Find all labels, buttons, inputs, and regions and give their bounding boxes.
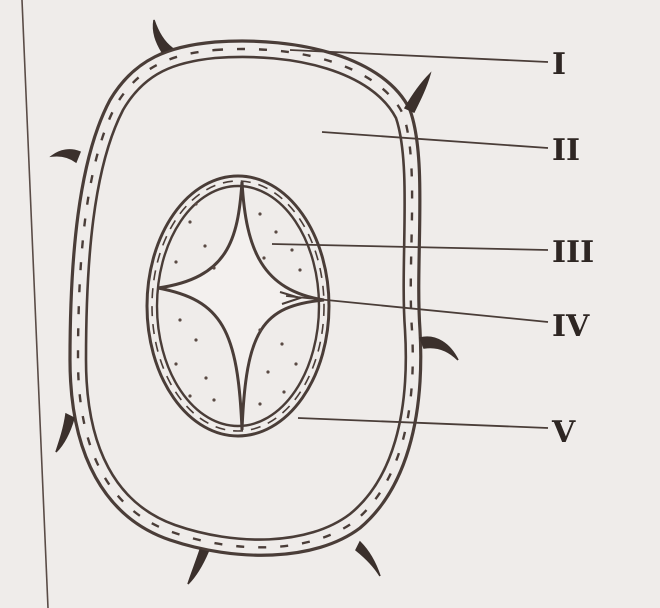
stipple-dot [274, 230, 278, 234]
stipple-dot [188, 394, 192, 398]
leader-line-II [321, 131, 549, 149]
stipple-dot [174, 260, 178, 264]
stipple-dot [290, 248, 294, 252]
stipple-dot [258, 212, 262, 216]
epidermis-inner-boundary [84, 55, 408, 541]
page-margin-line [21, 0, 49, 608]
stipple-dot [194, 202, 198, 206]
stipple-dot [203, 244, 207, 248]
xylem-star [157, 181, 325, 431]
leader-lines [271, 49, 549, 429]
endodermis-inner [155, 184, 321, 428]
stipple-dot [188, 220, 192, 224]
label-V: V [551, 415, 576, 450]
endodermis-outer [145, 174, 331, 438]
leader-line-III [271, 243, 549, 251]
stipple-dot [178, 318, 182, 322]
stipple-dot [174, 362, 178, 366]
epidermis-layer [68, 39, 423, 557]
label-III: III [552, 235, 594, 270]
leader-line-I [289, 49, 549, 63]
arrow-head [279, 291, 304, 305]
stipple-dot [212, 398, 216, 402]
pericycle-ring [151, 180, 325, 432]
label-IV: IV [552, 309, 590, 344]
label-II: II [552, 133, 580, 168]
stipple-dot [282, 390, 286, 394]
trichome [187, 549, 210, 585]
stipple-dot [266, 370, 270, 374]
leader-line-IV [285, 295, 549, 323]
leader-line-V [297, 417, 549, 429]
stele [145, 174, 331, 438]
stipple-dot [194, 338, 198, 342]
trichome [152, 19, 174, 53]
trichome [355, 540, 381, 577]
epidermis-cell-walls [76, 47, 414, 549]
stipple-dot [258, 328, 262, 332]
trichomes [49, 19, 459, 585]
stipple-dot [294, 362, 298, 366]
stipple-dot [204, 376, 208, 380]
stipple-dot [262, 256, 266, 260]
stipple-dot [212, 266, 216, 270]
trichome [403, 71, 432, 113]
phloem-dots [174, 202, 302, 406]
label-I: I [552, 47, 566, 82]
stipple-dot [258, 402, 262, 406]
trichome [49, 149, 81, 164]
trichome [55, 412, 75, 453]
trichome [418, 336, 459, 361]
epidermis-outer-boundary [68, 39, 423, 557]
stipple-dot [280, 342, 284, 346]
stipple-dot [298, 268, 302, 272]
